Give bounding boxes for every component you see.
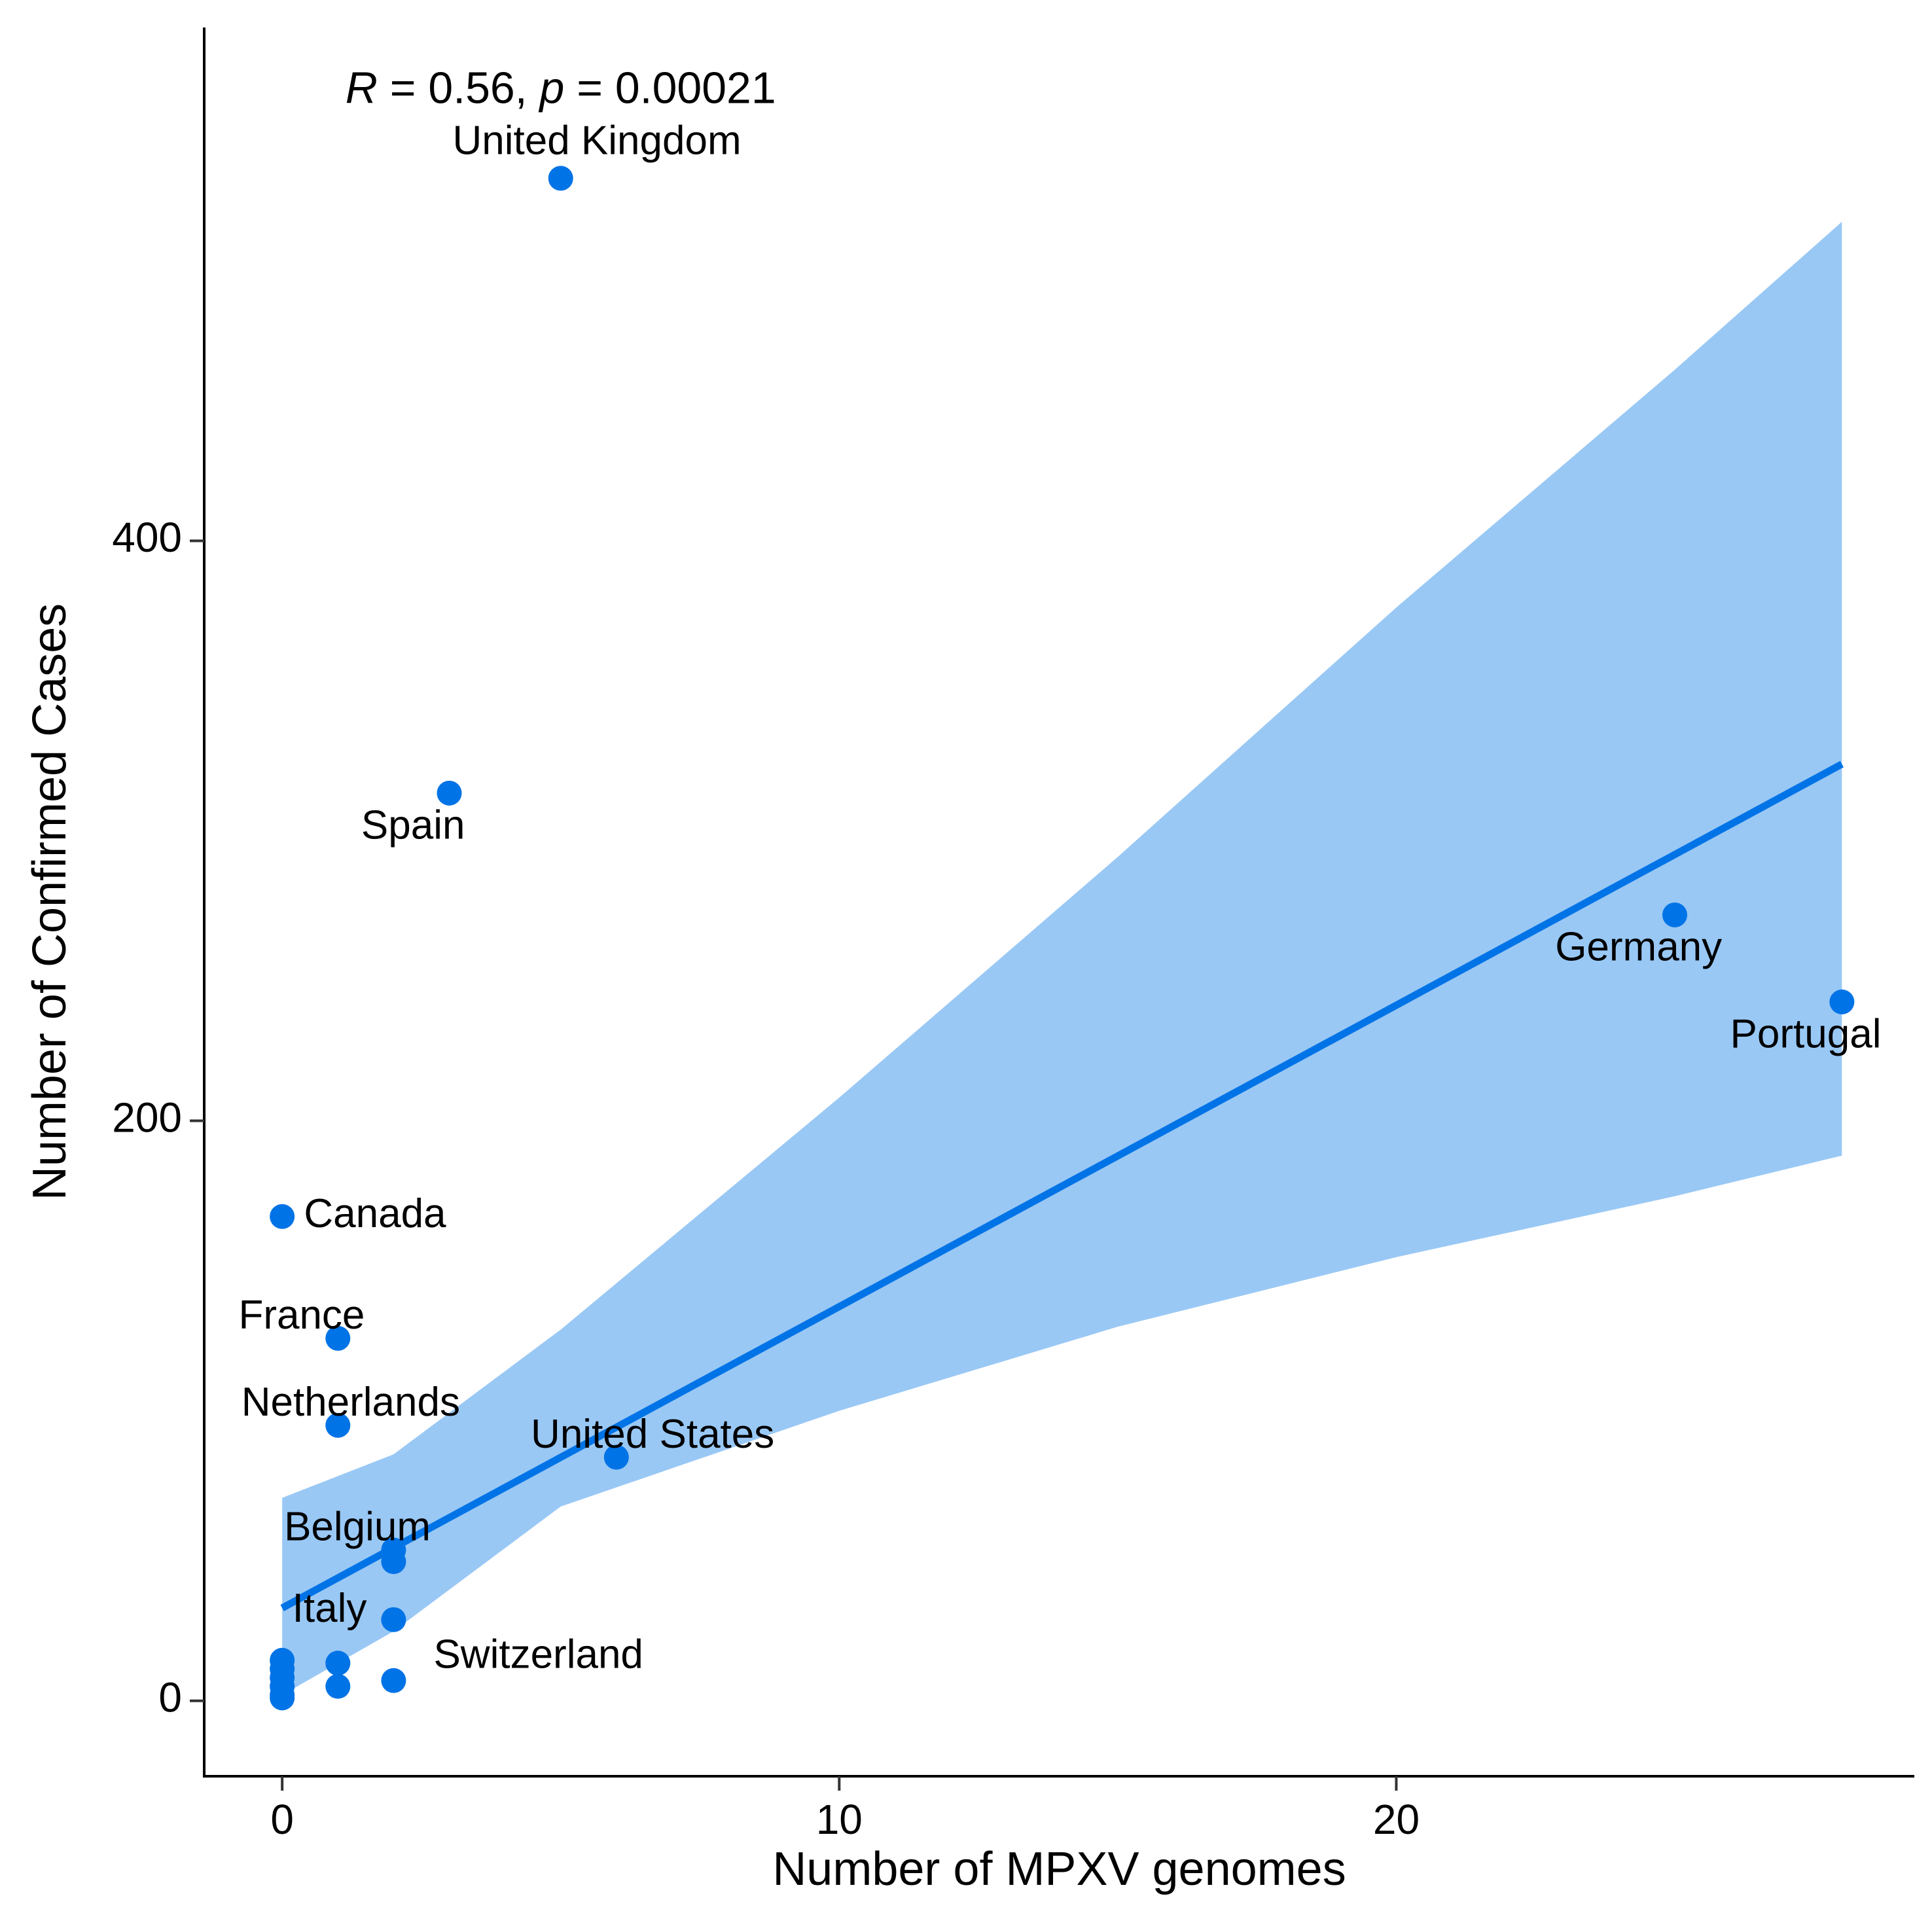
- data-point: [603, 1444, 629, 1470]
- y-axis-title: Number of Confirmed Cases: [24, 603, 76, 1200]
- data-point: [381, 1549, 406, 1575]
- r-value: = 0.56,: [378, 63, 540, 113]
- data-point: [381, 1607, 406, 1632]
- x-axis-title: Number of MPXV genomes: [772, 1843, 1346, 1895]
- data-points-layer: [270, 166, 1855, 1711]
- point-label: Portugal: [1730, 1011, 1882, 1056]
- y-tick-label: 0: [158, 1674, 182, 1721]
- point-label: Belgium: [284, 1505, 431, 1550]
- data-point: [325, 1412, 351, 1438]
- x-tick-label: 0: [270, 1796, 294, 1843]
- point-label: United States: [531, 1412, 774, 1457]
- regression-line-layer: [280, 760, 1844, 1611]
- correlation-annotation: R = 0.56, p = 0.00021: [346, 63, 776, 113]
- data-point: [325, 1673, 351, 1699]
- p-symbol: p: [539, 63, 565, 113]
- r-symbol: R: [346, 63, 378, 113]
- point-label: Switzerland: [433, 1632, 643, 1677]
- confidence-band: [282, 221, 1842, 1695]
- data-point: [325, 1651, 351, 1676]
- point-label: Netherlands: [241, 1380, 460, 1425]
- point-label: France: [238, 1293, 365, 1338]
- p-value: = 0.00021: [564, 63, 776, 113]
- y-tick-label: 200: [112, 1094, 182, 1141]
- point-label: Canada: [304, 1191, 446, 1236]
- x-tick-label: 20: [1373, 1796, 1420, 1843]
- point-label: Spain: [361, 802, 465, 848]
- point-label: United Kingdom: [452, 118, 741, 164]
- y-tick-label: 400: [112, 514, 182, 561]
- data-point: [270, 1685, 295, 1711]
- point-label: Germany: [1555, 924, 1722, 969]
- regression-line: [280, 760, 1844, 1611]
- data-point: [325, 1325, 351, 1351]
- point-label: Italy: [293, 1586, 367, 1631]
- x-tick-label: 10: [816, 1796, 863, 1843]
- data-point: [270, 1204, 295, 1229]
- confidence-band-layer: [282, 221, 1842, 1695]
- data-point: [1662, 902, 1688, 927]
- data-point: [381, 1668, 406, 1693]
- data-point: [548, 166, 573, 191]
- data-point: [437, 780, 462, 806]
- data-point: [1829, 989, 1855, 1014]
